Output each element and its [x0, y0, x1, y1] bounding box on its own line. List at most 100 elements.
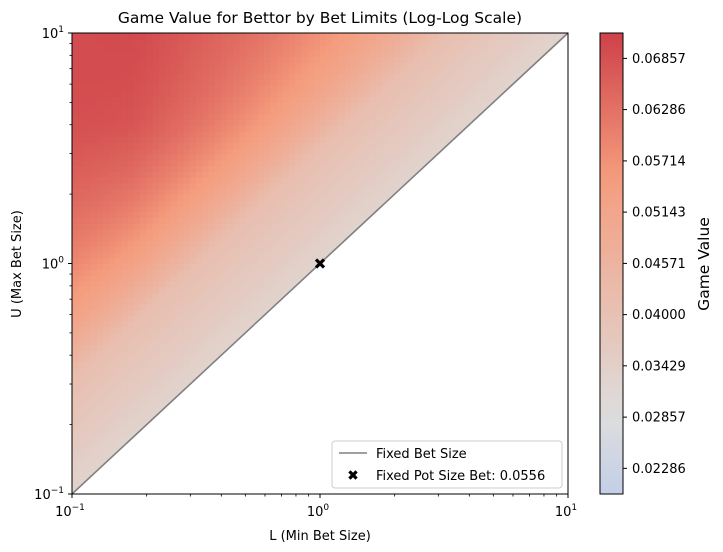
heatmap-cell	[134, 102, 141, 109]
heatmap-cell	[109, 50, 116, 57]
heatmap-cell	[152, 234, 160, 242]
heatmap-cell	[171, 246, 178, 253]
heatmap-cell	[189, 154, 197, 161]
heatmap-cell	[121, 165, 129, 172]
heatmap-cell	[301, 234, 309, 242]
heatmap-cell	[189, 159, 197, 167]
heatmap-cell	[251, 177, 259, 184]
heatmap-cell	[239, 154, 247, 161]
heatmap-cell	[363, 38, 371, 46]
heatmap-cell	[171, 200, 178, 207]
heatmap-cell	[177, 79, 185, 86]
heatmap-cell	[363, 205, 371, 213]
heatmap-cell	[400, 73, 408, 80]
heatmap-cell	[90, 119, 98, 126]
heatmap-cell	[239, 50, 247, 57]
heatmap-cell	[220, 102, 228, 109]
heatmap-cell	[295, 102, 302, 109]
heatmap-cell	[524, 44, 532, 51]
heatmap-cell	[326, 165, 333, 172]
heatmap-cell	[121, 200, 129, 207]
heatmap-cell	[233, 84, 240, 92]
heatmap-cell	[152, 130, 160, 138]
heatmap-cell	[140, 372, 147, 380]
heatmap-cell	[320, 234, 327, 242]
heatmap-cell	[140, 228, 147, 236]
heatmap-cell	[375, 56, 383, 63]
heatmap-cell	[183, 280, 191, 288]
heatmap-cell	[462, 73, 470, 80]
heatmap-cell	[233, 79, 240, 86]
heatmap-cell	[239, 275, 247, 282]
heatmap-cell	[115, 79, 123, 86]
heatmap-cell	[103, 102, 110, 109]
heatmap-cell	[134, 79, 141, 86]
heatmap-cell	[196, 269, 203, 276]
heatmap-cell	[338, 125, 346, 132]
heatmap-cell	[369, 107, 377, 115]
heatmap-cell	[196, 228, 203, 236]
heatmap-cell	[78, 171, 85, 178]
heatmap-cell	[121, 38, 129, 46]
heatmap-cell	[251, 211, 259, 218]
heatmap-cell	[189, 228, 197, 236]
heatmap-cell	[382, 79, 389, 86]
heatmap-cell	[208, 38, 216, 46]
heatmap-cell	[72, 355, 79, 363]
heatmap-cell	[245, 263, 253, 270]
heatmap-cell	[357, 142, 364, 149]
heatmap-cell	[90, 165, 98, 172]
heatmap-cell	[227, 142, 234, 149]
heatmap-cell	[171, 107, 178, 115]
heatmap-cell	[270, 38, 278, 46]
heatmap-cell	[251, 194, 259, 201]
heatmap-cell	[121, 107, 129, 115]
heatmap-cell	[419, 102, 426, 109]
heatmap-cell	[103, 401, 110, 409]
heatmap-cell	[165, 205, 172, 213]
heatmap-cell	[239, 136, 247, 144]
heatmap-cell	[171, 194, 178, 201]
heatmap-cell	[357, 194, 364, 201]
heatmap-cell	[208, 56, 216, 63]
heatmap-cell	[103, 263, 110, 270]
heatmap-cell	[171, 125, 178, 132]
heatmap-cell	[264, 159, 271, 167]
heatmap-cell	[96, 349, 104, 357]
legend-marker-mark	[348, 470, 358, 480]
heatmap-cell	[103, 234, 110, 242]
heatmap-cell	[84, 413, 92, 420]
heatmap-cell	[437, 119, 445, 126]
heatmap-cell	[90, 113, 98, 121]
heatmap-cell	[115, 286, 123, 293]
heatmap-cell	[351, 90, 358, 97]
heatmap-cell	[90, 194, 98, 201]
heatmap-cell	[140, 286, 147, 293]
heatmap-cell	[487, 38, 495, 46]
heatmap-cell	[84, 292, 92, 299]
heatmap-cell	[202, 50, 209, 57]
heatmap-cell	[270, 136, 278, 144]
heatmap-cell	[134, 119, 141, 126]
heatmap-cell	[301, 165, 309, 172]
heatmap-cell	[214, 200, 222, 207]
heatmap-cell	[220, 154, 228, 161]
heatmap-cell	[158, 315, 166, 322]
heatmap-cell	[183, 246, 191, 253]
heatmap-cell	[96, 79, 104, 86]
heatmap-cell	[121, 73, 129, 80]
heatmap-cell	[84, 459, 92, 466]
heatmap-cell	[214, 107, 222, 115]
heatmap-cell	[171, 182, 178, 190]
heatmap-cell	[369, 84, 377, 92]
heatmap-cell	[375, 96, 383, 103]
heatmap-cell	[437, 90, 445, 97]
heatmap-cell	[276, 234, 284, 242]
heatmap-cell	[369, 44, 377, 51]
heatmap-cell	[344, 159, 352, 167]
heatmap-cell	[109, 182, 116, 190]
heatmap-cell	[96, 182, 104, 190]
heatmap-cell	[326, 44, 333, 51]
heatmap-cell	[282, 90, 290, 97]
heatmap-cell	[239, 130, 247, 138]
